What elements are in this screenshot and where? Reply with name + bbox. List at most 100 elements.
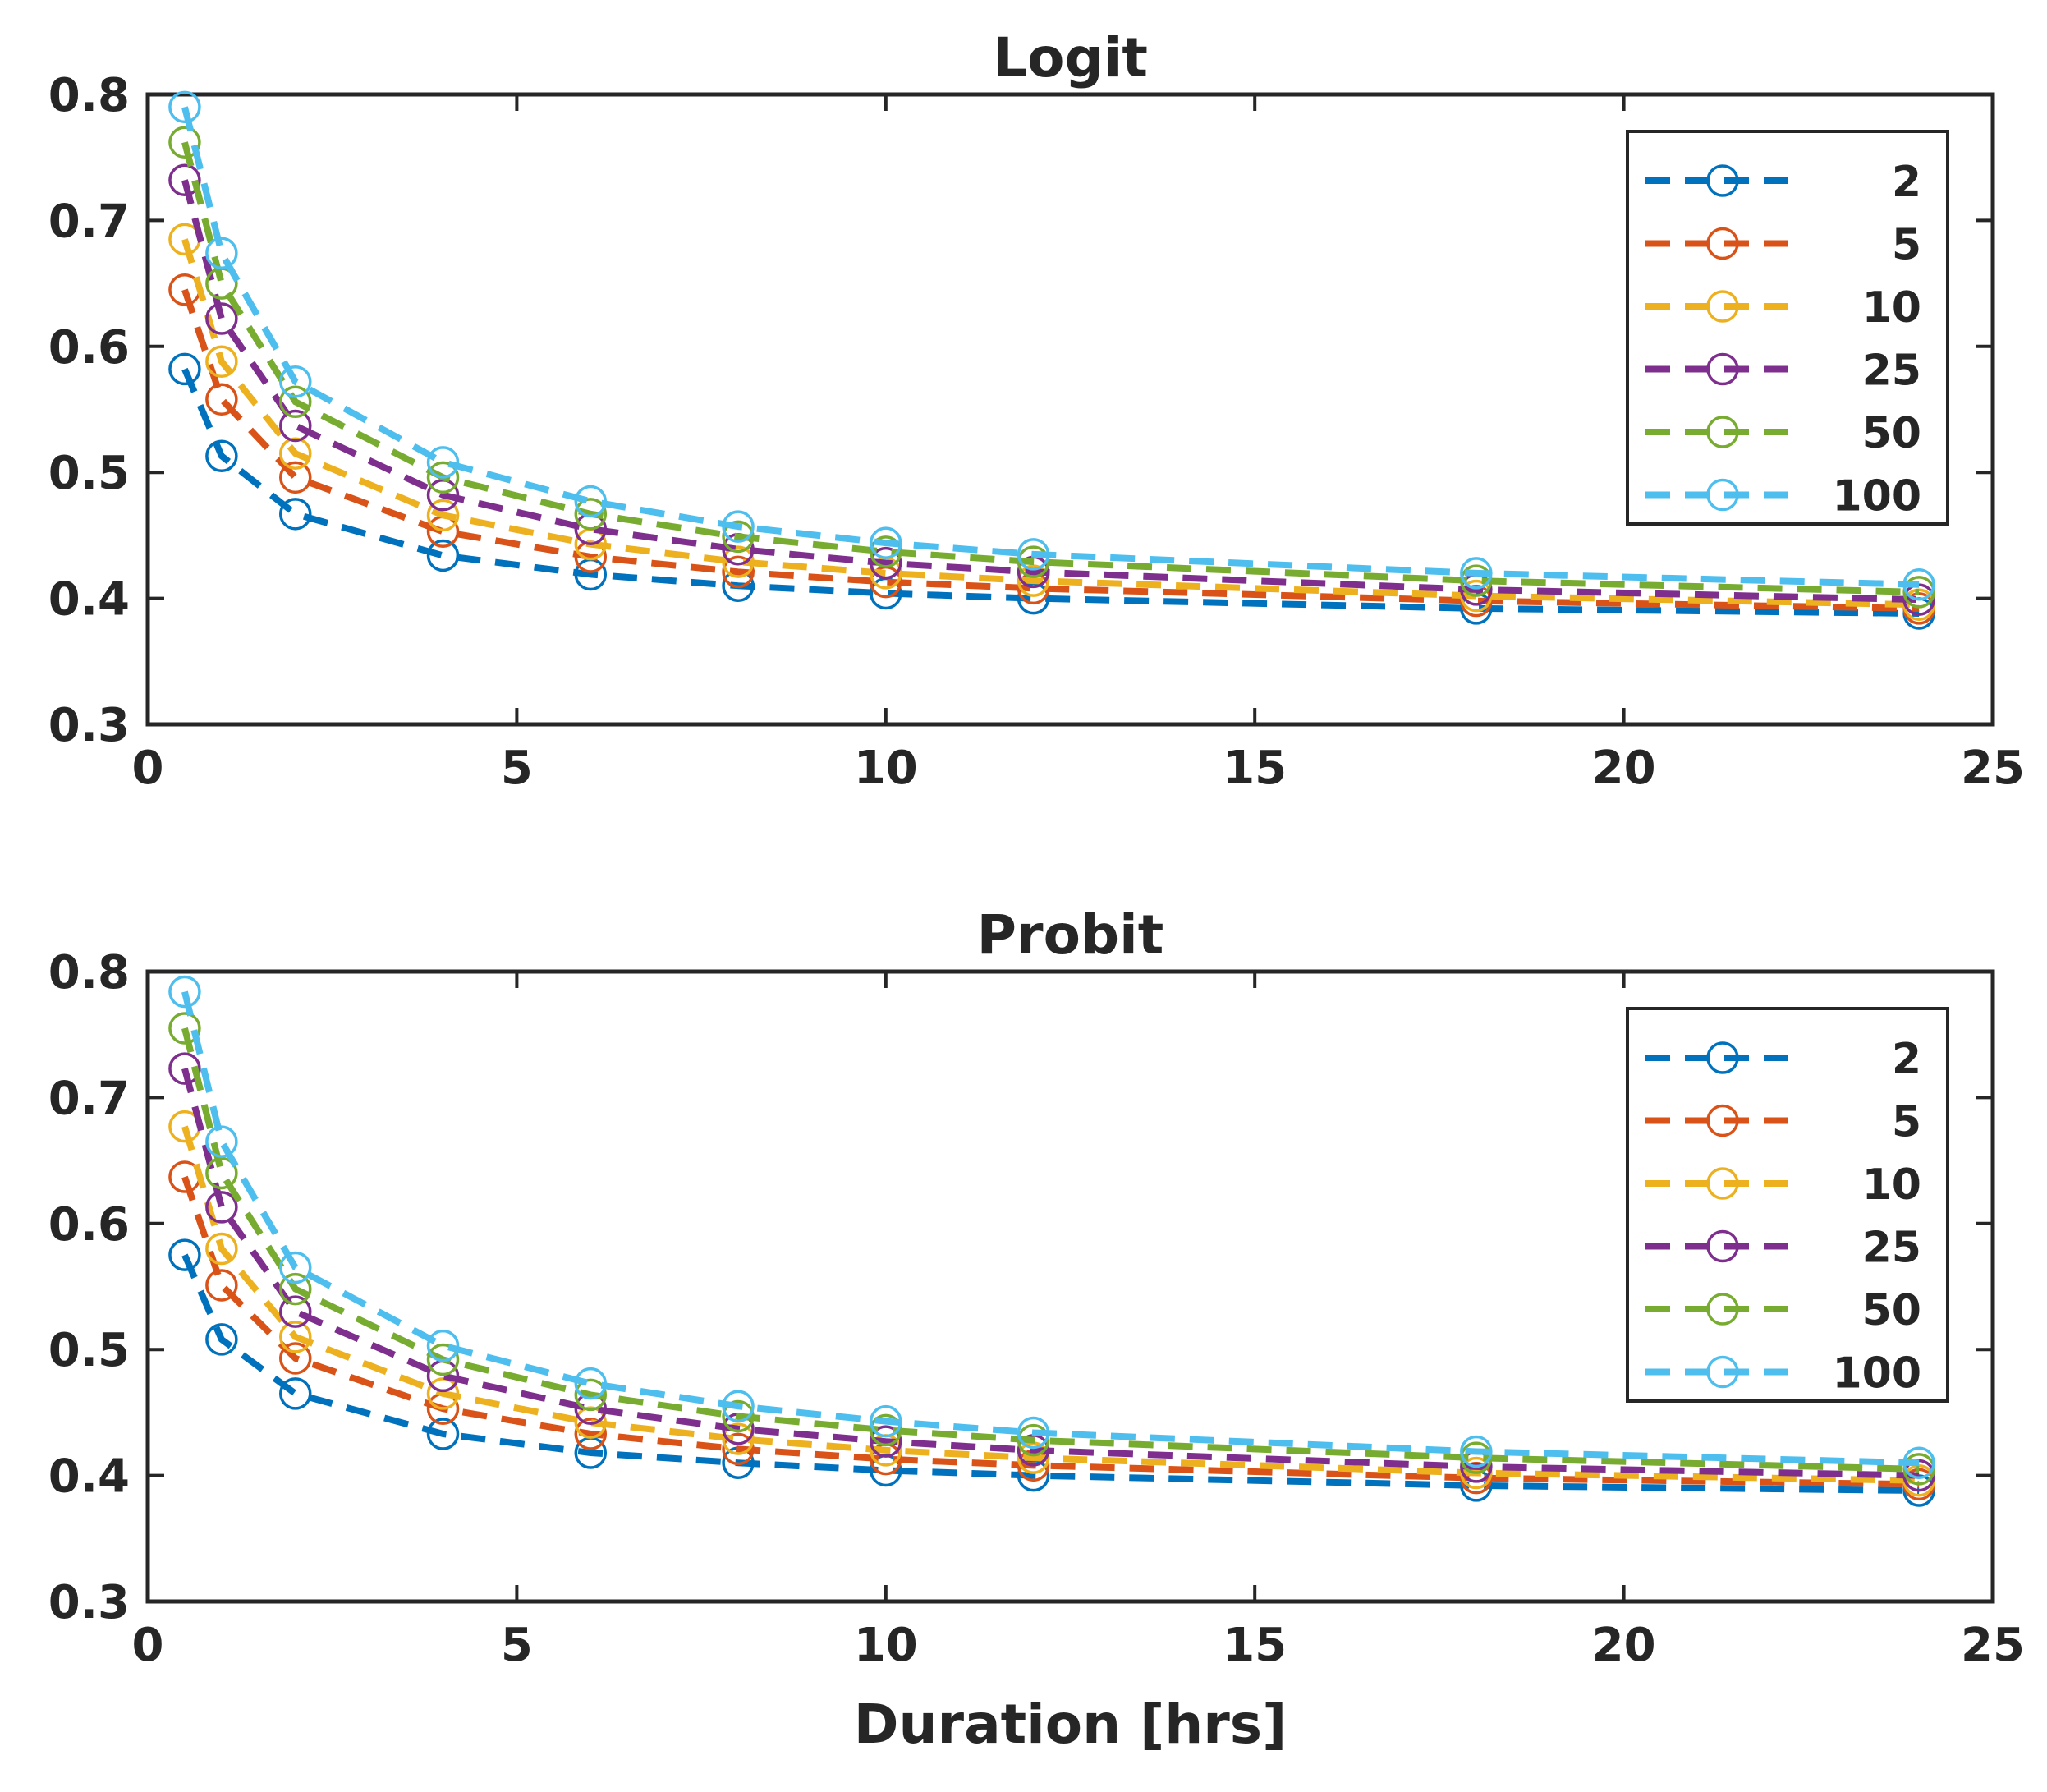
data-point: [168, 90, 201, 124]
data-point: [870, 535, 902, 568]
data-point: [1017, 1423, 1050, 1457]
data-point: [168, 163, 201, 197]
legend-entry-50: 50: [1645, 409, 1921, 458]
data-point: [205, 302, 238, 335]
series-line: [181, 179, 1920, 604]
series-100: [168, 975, 1935, 1480]
legend-entry-100: 100: [1645, 1349, 1921, 1399]
data-point: [426, 461, 460, 494]
data-point: [870, 546, 902, 580]
data-point: [722, 520, 755, 554]
data-point: [205, 1232, 238, 1266]
y-tick-label: 0.8: [48, 69, 130, 122]
data-point: [870, 526, 902, 559]
legend-marker: [1706, 164, 1739, 197]
x-tick-label: 25: [1961, 1619, 2025, 1672]
data-point: [279, 385, 312, 419]
data-point: [205, 383, 238, 416]
data-point: [279, 437, 312, 470]
series-line: [181, 1027, 1920, 1473]
data-point: [1017, 564, 1050, 597]
data-point: [1017, 545, 1050, 578]
data-point: [426, 1418, 460, 1450]
series-line: [181, 106, 1920, 588]
legend-label: 5: [1892, 221, 1921, 270]
x-tick-label: 0: [132, 742, 164, 795]
chart-title: Probit: [977, 903, 1164, 967]
y-tick-label: 0.5: [48, 1324, 130, 1377]
legend-marker: [1706, 1293, 1739, 1326]
y-tick-label: 0.6: [48, 321, 130, 374]
data-point: [722, 1432, 755, 1466]
legend-entry-2: 2: [1645, 1035, 1921, 1084]
data-point: [168, 1052, 201, 1085]
data-point: [574, 498, 608, 531]
axes-box: [145, 969, 1995, 1604]
legend-entry-10: 10: [1645, 283, 1921, 333]
legend-label: 5: [1892, 1098, 1921, 1147]
legend-entry-2: 2: [1645, 158, 1921, 207]
legend-label: 2: [1892, 158, 1921, 207]
legend-label: 50: [1862, 1286, 1921, 1335]
data-point: [870, 1404, 902, 1438]
data-point: [426, 1343, 460, 1376]
series-line: [181, 1175, 1920, 1488]
data-point: [426, 499, 460, 532]
legend-entry-5: 5: [1645, 1098, 1921, 1147]
legend-marker: [1706, 416, 1739, 448]
data-point: [1460, 564, 1493, 597]
y-tick-label: 0.3: [48, 1576, 130, 1629]
data-point: [574, 485, 608, 518]
data-point: [205, 1269, 238, 1302]
x-tick-label: 25: [1961, 742, 2025, 795]
data-point: [279, 1295, 312, 1328]
data-point: [168, 1238, 201, 1271]
data-point: [722, 1399, 755, 1433]
data-point: [574, 1406, 608, 1439]
series-line: [181, 990, 1920, 1467]
legend-entry-100: 100: [1645, 472, 1921, 522]
legend-box: [1626, 130, 1949, 526]
x-tick-label: 10: [854, 742, 918, 795]
legend-entry-25: 25: [1645, 1224, 1921, 1273]
data-point: [279, 1377, 312, 1410]
data-point: [279, 1251, 312, 1284]
legend-marker: [1706, 1104, 1739, 1137]
data-point: [205, 1156, 238, 1190]
y-tick-label: 0.3: [48, 699, 130, 752]
data-point: [426, 539, 460, 572]
y-tick-label: 0.5: [48, 447, 130, 500]
legend-label: 10: [1862, 1160, 1921, 1210]
data-point: [722, 510, 755, 543]
data-point: [168, 1012, 201, 1045]
data-point: [870, 1413, 902, 1447]
series-line: [181, 238, 1920, 609]
series-line: [181, 1068, 1920, 1479]
data-point: [1017, 538, 1050, 571]
x-tick-label: 15: [1223, 742, 1287, 795]
data-point: [168, 975, 201, 1009]
data-point: [279, 365, 312, 398]
data-point: [205, 1191, 238, 1224]
data-point: [574, 1367, 608, 1400]
data-point: [426, 1329, 460, 1362]
data-point: [1017, 1416, 1050, 1450]
legend-marker: [1706, 227, 1739, 260]
data-point: [205, 237, 238, 270]
data-point: [722, 555, 755, 589]
x-tick-label: 10: [854, 1619, 918, 1672]
data-point: [168, 126, 201, 159]
y-tick-label: 0.7: [48, 1072, 130, 1125]
series-line: [181, 367, 1920, 618]
legend-marker: [1706, 290, 1739, 323]
data-point: [205, 345, 238, 378]
legend-marker: [1706, 1355, 1739, 1389]
data-point: [1460, 557, 1493, 590]
legend-marker: [1706, 1041, 1739, 1074]
x-tick-label: 5: [501, 742, 533, 795]
series-line: [181, 288, 1920, 612]
legend-label: 100: [1832, 1349, 1921, 1399]
y-tick-label: 0.6: [48, 1198, 130, 1252]
